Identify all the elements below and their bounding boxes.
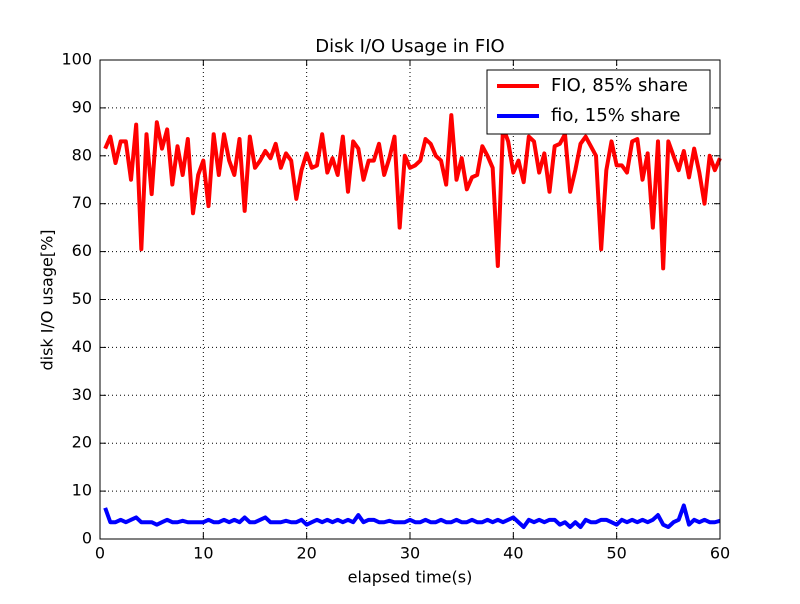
y-tick-label: 0 bbox=[82, 529, 92, 548]
y-tick-label: 100 bbox=[61, 50, 92, 69]
y-tick-label: 30 bbox=[72, 385, 92, 404]
y-tick-label: 40 bbox=[72, 337, 92, 356]
x-tick-label: 20 bbox=[296, 544, 316, 563]
y-tick-label: 70 bbox=[72, 193, 92, 212]
y-tick-label: 90 bbox=[72, 97, 92, 116]
x-tick-label: 60 bbox=[710, 544, 730, 563]
y-tick-label: 80 bbox=[72, 145, 92, 164]
x-tick-label: 0 bbox=[95, 544, 105, 563]
y-tick-label: 20 bbox=[72, 433, 92, 452]
legend-label: FIO, 85% share bbox=[551, 75, 688, 96]
data-line bbox=[103, 503, 721, 530]
x-axis-label: elapsed time(s) bbox=[348, 568, 473, 587]
y-tick-label: 10 bbox=[72, 481, 92, 500]
legend-label: fio, 15% share bbox=[551, 105, 680, 126]
y-tick-label: 60 bbox=[72, 241, 92, 260]
data-line bbox=[103, 113, 722, 271]
plot-frame bbox=[99, 59, 721, 540]
x-tick-label: 40 bbox=[503, 544, 523, 563]
y-axis-label: disk I/O usage[%] bbox=[38, 229, 57, 370]
y-tick-label: 50 bbox=[72, 289, 92, 308]
chart-title: Disk I/O Usage in FIO bbox=[315, 36, 504, 57]
x-tick-label: 30 bbox=[400, 544, 420, 563]
legend-box bbox=[486, 69, 711, 135]
x-tick-label: 50 bbox=[606, 544, 626, 563]
x-tick-label: 10 bbox=[193, 544, 213, 563]
